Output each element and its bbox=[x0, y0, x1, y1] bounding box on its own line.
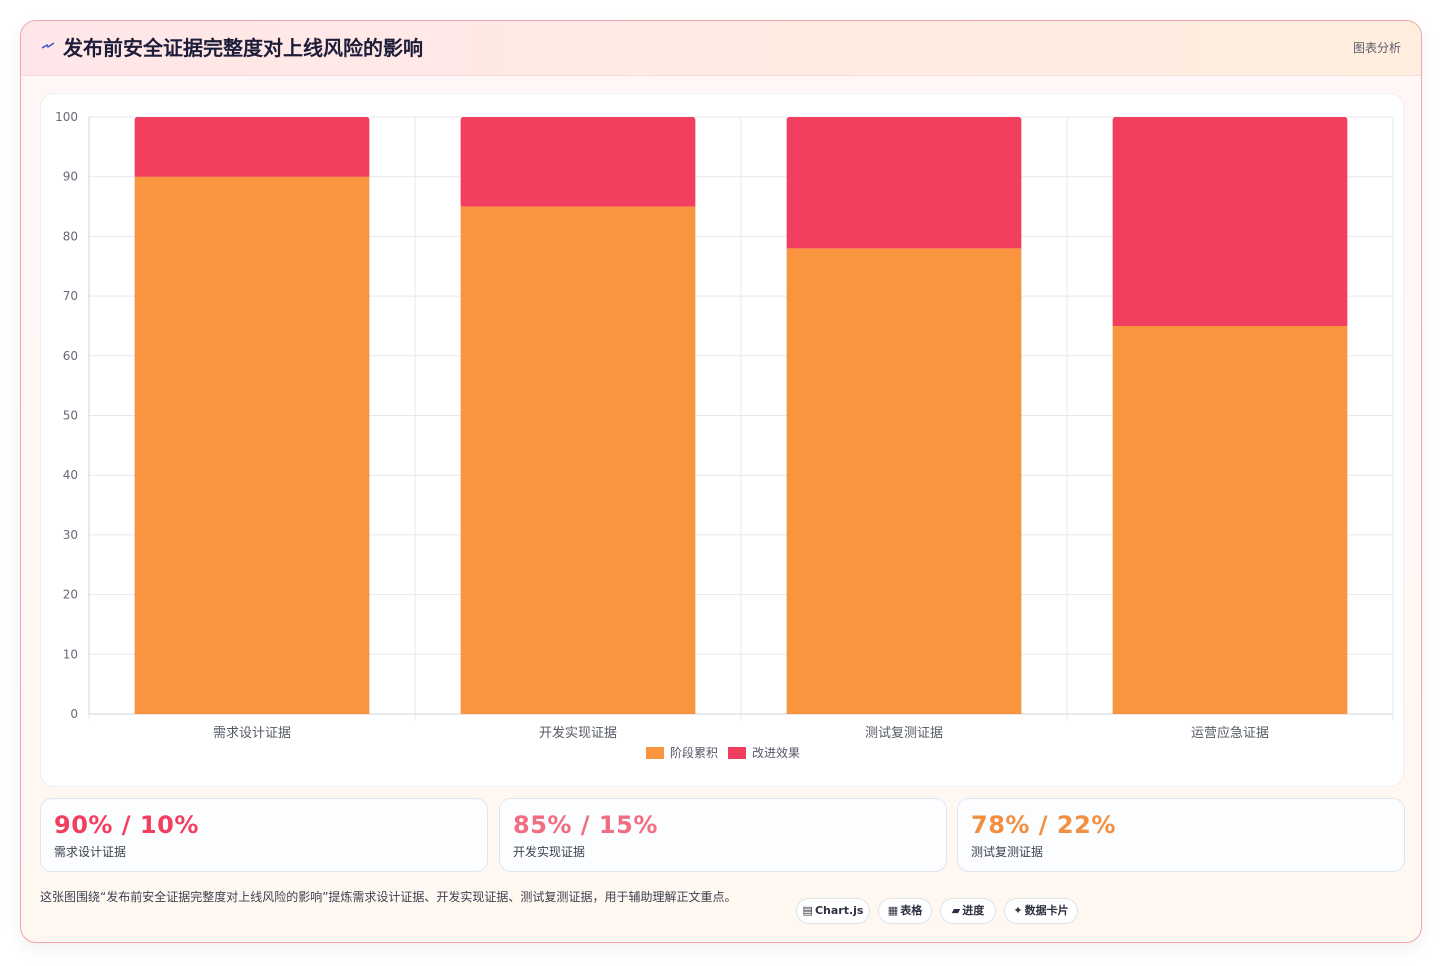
stat-card-2: 85% / 15% 开发实现证据 bbox=[499, 798, 947, 872]
y-tick-label: 90 bbox=[63, 170, 78, 184]
x-tick-label: 测试复测证据 bbox=[865, 726, 943, 741]
tag-label: Chart.js bbox=[814, 904, 864, 917]
chart-icon: ▤ bbox=[802, 904, 813, 917]
progress-icon: ▰ bbox=[951, 904, 961, 917]
y-tick-label: 30 bbox=[63, 528, 78, 542]
y-tick-label: 70 bbox=[63, 289, 78, 303]
bar-improvement bbox=[786, 117, 1022, 249]
tag-label: 数据卡片 bbox=[1024, 904, 1069, 917]
tag-label: 表格 bbox=[900, 904, 923, 917]
y-tick-label: 20 bbox=[63, 588, 78, 602]
bar-cumulative bbox=[460, 206, 696, 715]
stat-label: 测试复测证据 bbox=[971, 845, 1044, 859]
tag-label: 进度 bbox=[962, 904, 985, 917]
bar-cumulative bbox=[1112, 325, 1348, 714]
bar-cumulative bbox=[786, 248, 1022, 714]
bar-improvement bbox=[1112, 117, 1348, 326]
bar-cumulative bbox=[134, 176, 370, 714]
y-tick-label: 10 bbox=[63, 647, 78, 661]
sparkle-icon: ✦ bbox=[1013, 904, 1023, 917]
x-tick-label: 运营应急证据 bbox=[1191, 725, 1269, 741]
x-tick-label: 需求设计证据 bbox=[213, 726, 291, 741]
y-tick-label: 0 bbox=[70, 707, 78, 721]
stat-value: 90% / 10% bbox=[54, 811, 199, 839]
page-title: 发布前安全证据完整度对上线风险的影响 bbox=[63, 36, 423, 60]
legend-label: 改进效果 bbox=[752, 745, 800, 760]
y-tick-label: 60 bbox=[63, 349, 78, 363]
table-icon: ▦ bbox=[887, 904, 899, 917]
stat-value: 85% / 15% bbox=[513, 811, 658, 839]
stat-label: 开发实现证据 bbox=[513, 845, 586, 859]
stat-card-3: 78% / 22% 测试复测证据 bbox=[957, 798, 1405, 872]
y-tick-label: 80 bbox=[63, 229, 78, 243]
legend-label: 阶段累积 bbox=[670, 745, 718, 760]
header-tag: 图表分析 bbox=[1352, 41, 1401, 55]
y-tick-label: 50 bbox=[63, 409, 78, 423]
tag-chartjs[interactable]: ▤ Chart.js bbox=[796, 898, 870, 924]
bar-improvement bbox=[460, 117, 696, 207]
card-header: 发布前安全证据完整度对上线风险的影响 图表分析 bbox=[21, 21, 1421, 76]
bar-improvement bbox=[134, 117, 370, 177]
stacked-bar-chart: 0 10 20 30 40 50 60 70 80 90 100 需求设计证据 开发实现证据 测试复测证据… bbox=[55, 110, 1394, 760]
chart-panel: 0 10 20 30 40 50 60 70 80 90 100 需求设计证据 开发实现证据 测试复测证据… bbox=[40, 93, 1404, 787]
chart-card: 发布前安全证据完整度对上线风险的影响 图表分析 0 10 20 30 40 50 60 70 8… bbox=[20, 20, 1422, 943]
legend-swatch bbox=[646, 747, 664, 759]
chart-description: 这张图围绕“发布前安全证据完整度对上线风险的影响”提炼需求设计证据、开发实现证据… bbox=[40, 890, 737, 904]
tag-table[interactable]: ▦ 表格 bbox=[878, 898, 932, 924]
stat-cards: 90% / 10% 需求设计证据 85% / 15% 开发实现证据 78% / … bbox=[40, 798, 1406, 872]
y-tick-label: 100 bbox=[55, 110, 78, 124]
stat-card-1: 90% / 10% 需求设计证据 bbox=[40, 798, 488, 872]
tag-progress[interactable]: ▰ 进度 bbox=[940, 898, 996, 924]
legend-swatch bbox=[728, 747, 746, 759]
lightning-icon bbox=[41, 42, 55, 49]
stat-label: 需求设计证据 bbox=[54, 845, 127, 859]
x-tick-label: 开发实现证据 bbox=[539, 725, 617, 741]
tag-data-cards[interactable]: ✦ 数据卡片 bbox=[1004, 898, 1078, 924]
y-tick-label: 40 bbox=[63, 468, 78, 482]
stat-value: 78% / 22% bbox=[971, 811, 1116, 839]
